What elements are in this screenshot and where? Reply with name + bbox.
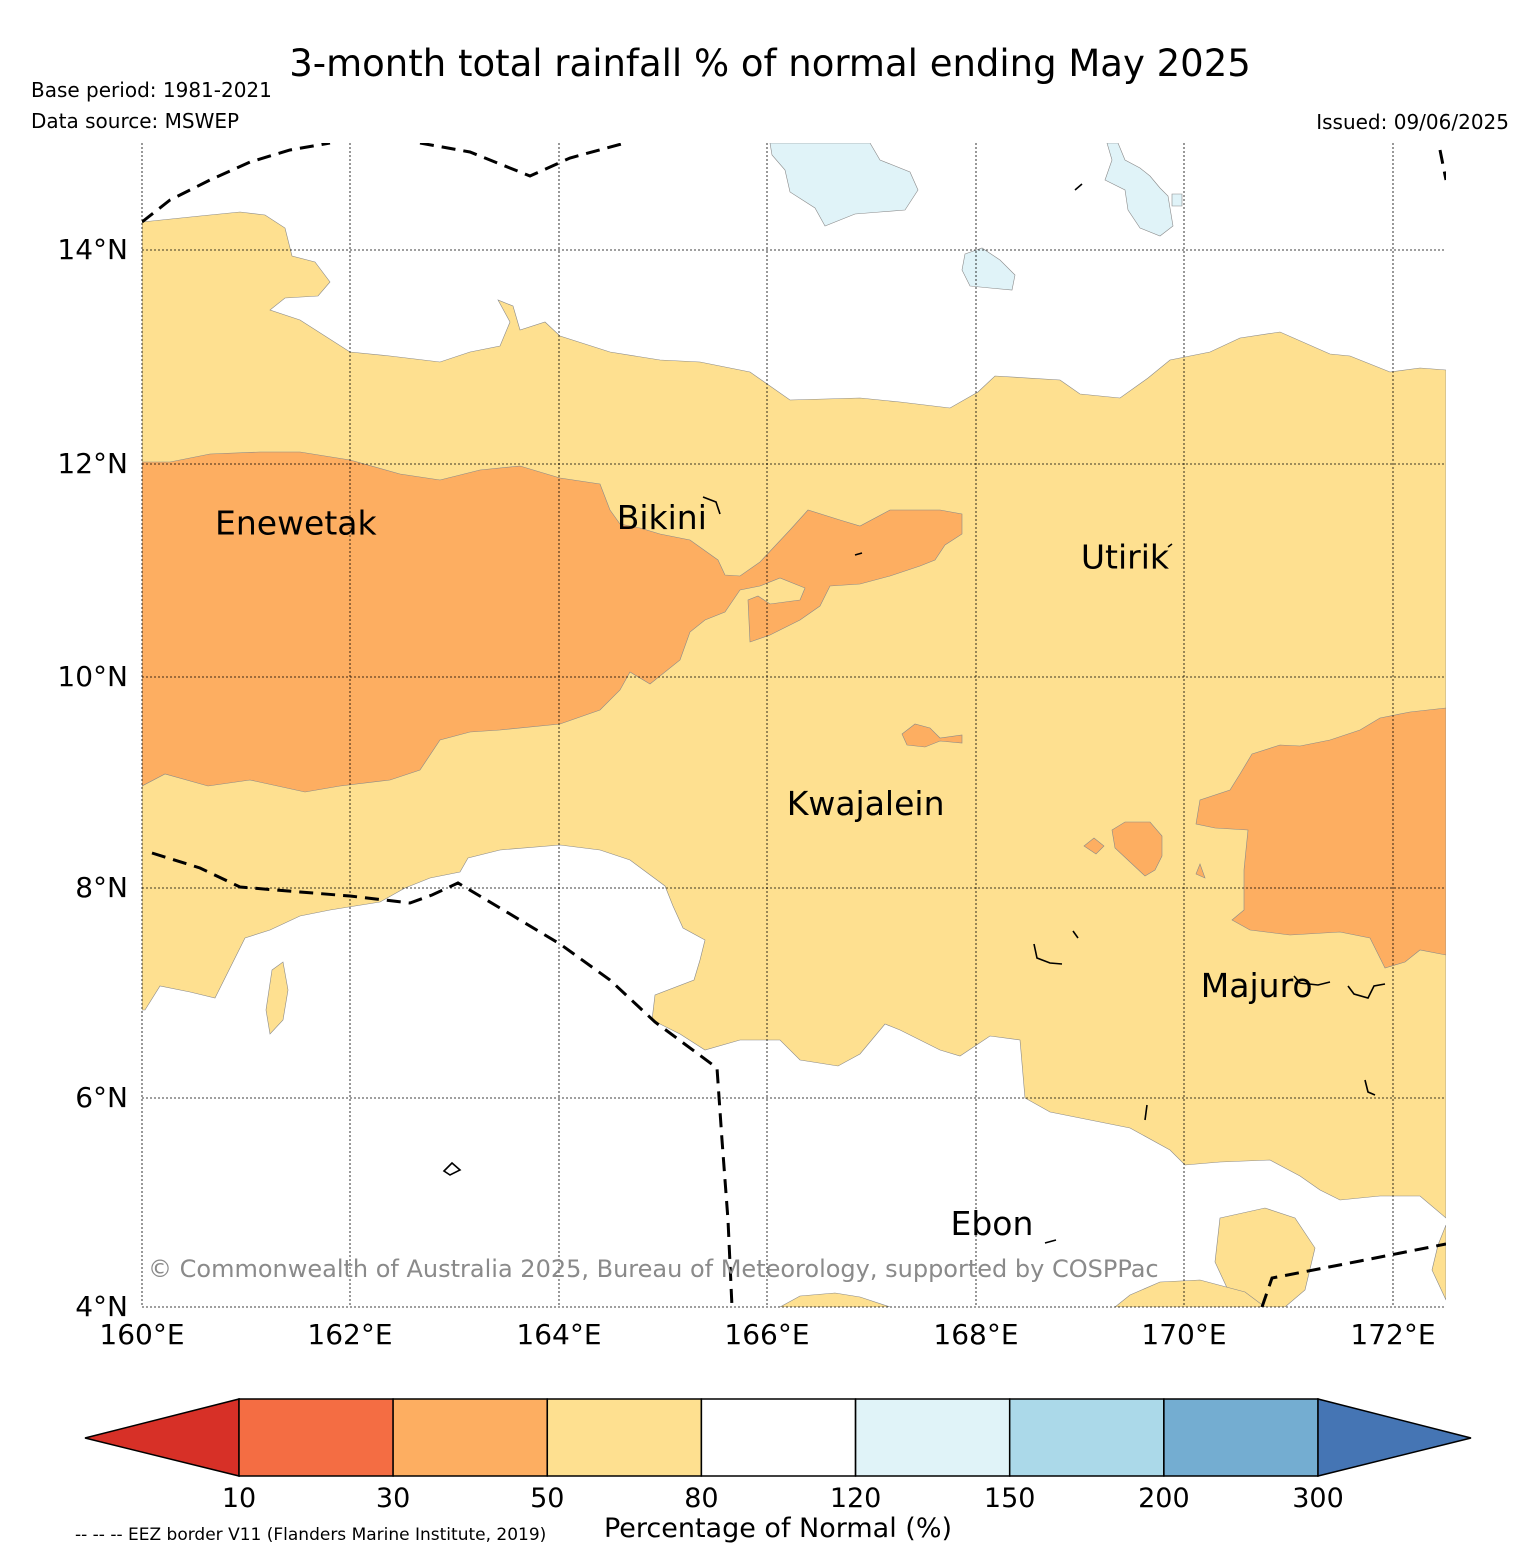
region-50-80-islet xyxy=(265,961,289,1035)
base-period-note: Base period: 1981-2021 xyxy=(31,78,272,102)
colorbar-tick-label: 80 xyxy=(684,1483,718,1514)
colorbar: 10 30 50 80 120 150 200 300 Percentage of Norma… xyxy=(84,1398,1472,1544)
place-label-utirik: Utirik xyxy=(1081,537,1170,576)
place-label-enewetak: Enewetak xyxy=(215,504,378,543)
lon-tick-label: 170°E xyxy=(1141,1318,1226,1351)
lat-tick-label: 14°N xyxy=(57,233,128,266)
lat-tick-labels: 14°N 12°N 10°N 8°N 6°N 4°N xyxy=(57,233,128,1323)
colorbar-swatch xyxy=(1163,1398,1319,1477)
colorbar-tick-label: 150 xyxy=(984,1483,1036,1514)
place-label-ebon: Ebon xyxy=(951,1204,1034,1243)
place-label-kwajalein: Kwajalein xyxy=(787,784,945,823)
map-area xyxy=(142,143,1446,1307)
eez-borders xyxy=(142,143,1446,1307)
colorbar-over-arrow xyxy=(1317,1398,1472,1477)
gridlines xyxy=(141,143,1446,1308)
lat-tick-label: 8°N xyxy=(75,871,128,904)
colorbar-swatch xyxy=(854,1398,1011,1477)
region-50-80-south-a xyxy=(1214,1207,1316,1307)
region-30-50-east-blob xyxy=(1111,821,1163,877)
place-labels: Enewetak Bikini Utirik Kwajalein Majuro Ebon xyxy=(215,498,1313,1243)
colorbar-tick-label: 120 xyxy=(830,1483,882,1514)
eez-border-note: -- -- -- EEZ border V11 (Flanders Marine… xyxy=(75,1525,547,1545)
colorbar-swatch xyxy=(238,1398,394,1477)
colorbar-tick-label: 300 xyxy=(1292,1483,1344,1514)
region-30-50-kwaj-blob xyxy=(901,723,963,748)
lat-tick-label: 4°N xyxy=(75,1290,128,1323)
lon-tick-label: 166°E xyxy=(724,1318,809,1351)
region-30-50-east-dot xyxy=(1083,837,1105,855)
region-30-50-west xyxy=(142,451,963,793)
colorbar-tick-label: 10 xyxy=(222,1483,256,1514)
place-label-bikini: Bikini xyxy=(617,498,707,537)
region-120-150-north-a xyxy=(769,143,919,227)
lat-tick-label: 10°N xyxy=(57,660,128,693)
region-50-80-south-c xyxy=(779,1292,891,1307)
colorbar-tick-label: 200 xyxy=(1138,1483,1190,1514)
colorbar-tick-label: 30 xyxy=(376,1483,410,1514)
issued-date: Issued: 09/06/2025 xyxy=(1316,110,1509,134)
region-120-150-north-b xyxy=(1104,143,1174,237)
region-120-150-north-d xyxy=(1171,193,1183,207)
lat-tick-label: 12°N xyxy=(57,447,128,480)
lat-tick-label: 6°N xyxy=(75,1081,128,1114)
colorbar-swatch xyxy=(546,1398,703,1477)
colorbar-label: Percentage of Normal (%) xyxy=(604,1513,952,1544)
map-title: 3-month total rainfall % of normal endin… xyxy=(289,42,1251,85)
lon-tick-label: 160°E xyxy=(99,1318,184,1351)
lon-tick-labels: 160°E 162°E 164°E 166°E 168°E 170°E 172°… xyxy=(99,1318,1435,1351)
lon-tick-label: 168°E xyxy=(933,1318,1018,1351)
region-30-50-east xyxy=(1195,707,1446,969)
colorbar-under-arrow xyxy=(84,1398,240,1477)
data-source-note: Data source: MSWEP xyxy=(31,109,240,133)
colorbar-swatches xyxy=(238,1398,1319,1477)
colorbar-swatch xyxy=(1008,1398,1165,1477)
island-outlines xyxy=(442,183,1386,1244)
lon-tick-label: 164°E xyxy=(516,1318,601,1351)
colorbar-ticks: 10 30 50 80 120 150 200 300 xyxy=(222,1483,1344,1514)
region-50-80-main xyxy=(142,211,1446,1219)
copyright-notice: © Commonwealth of Australia 2025, Bureau… xyxy=(148,1255,1159,1283)
region-50-80-south-b xyxy=(1114,1279,1266,1307)
region-120-150-north-c xyxy=(961,247,1016,291)
region-30-50-east-fleck xyxy=(1195,863,1206,879)
colorbar-swatch xyxy=(700,1398,857,1477)
colorbar-tick-label: 50 xyxy=(530,1483,564,1514)
colorbar-swatch xyxy=(392,1398,548,1477)
place-label-majuro: Majuro xyxy=(1201,966,1313,1005)
lon-tick-label: 172°E xyxy=(1350,1318,1435,1351)
lon-tick-label: 162°E xyxy=(307,1318,392,1351)
